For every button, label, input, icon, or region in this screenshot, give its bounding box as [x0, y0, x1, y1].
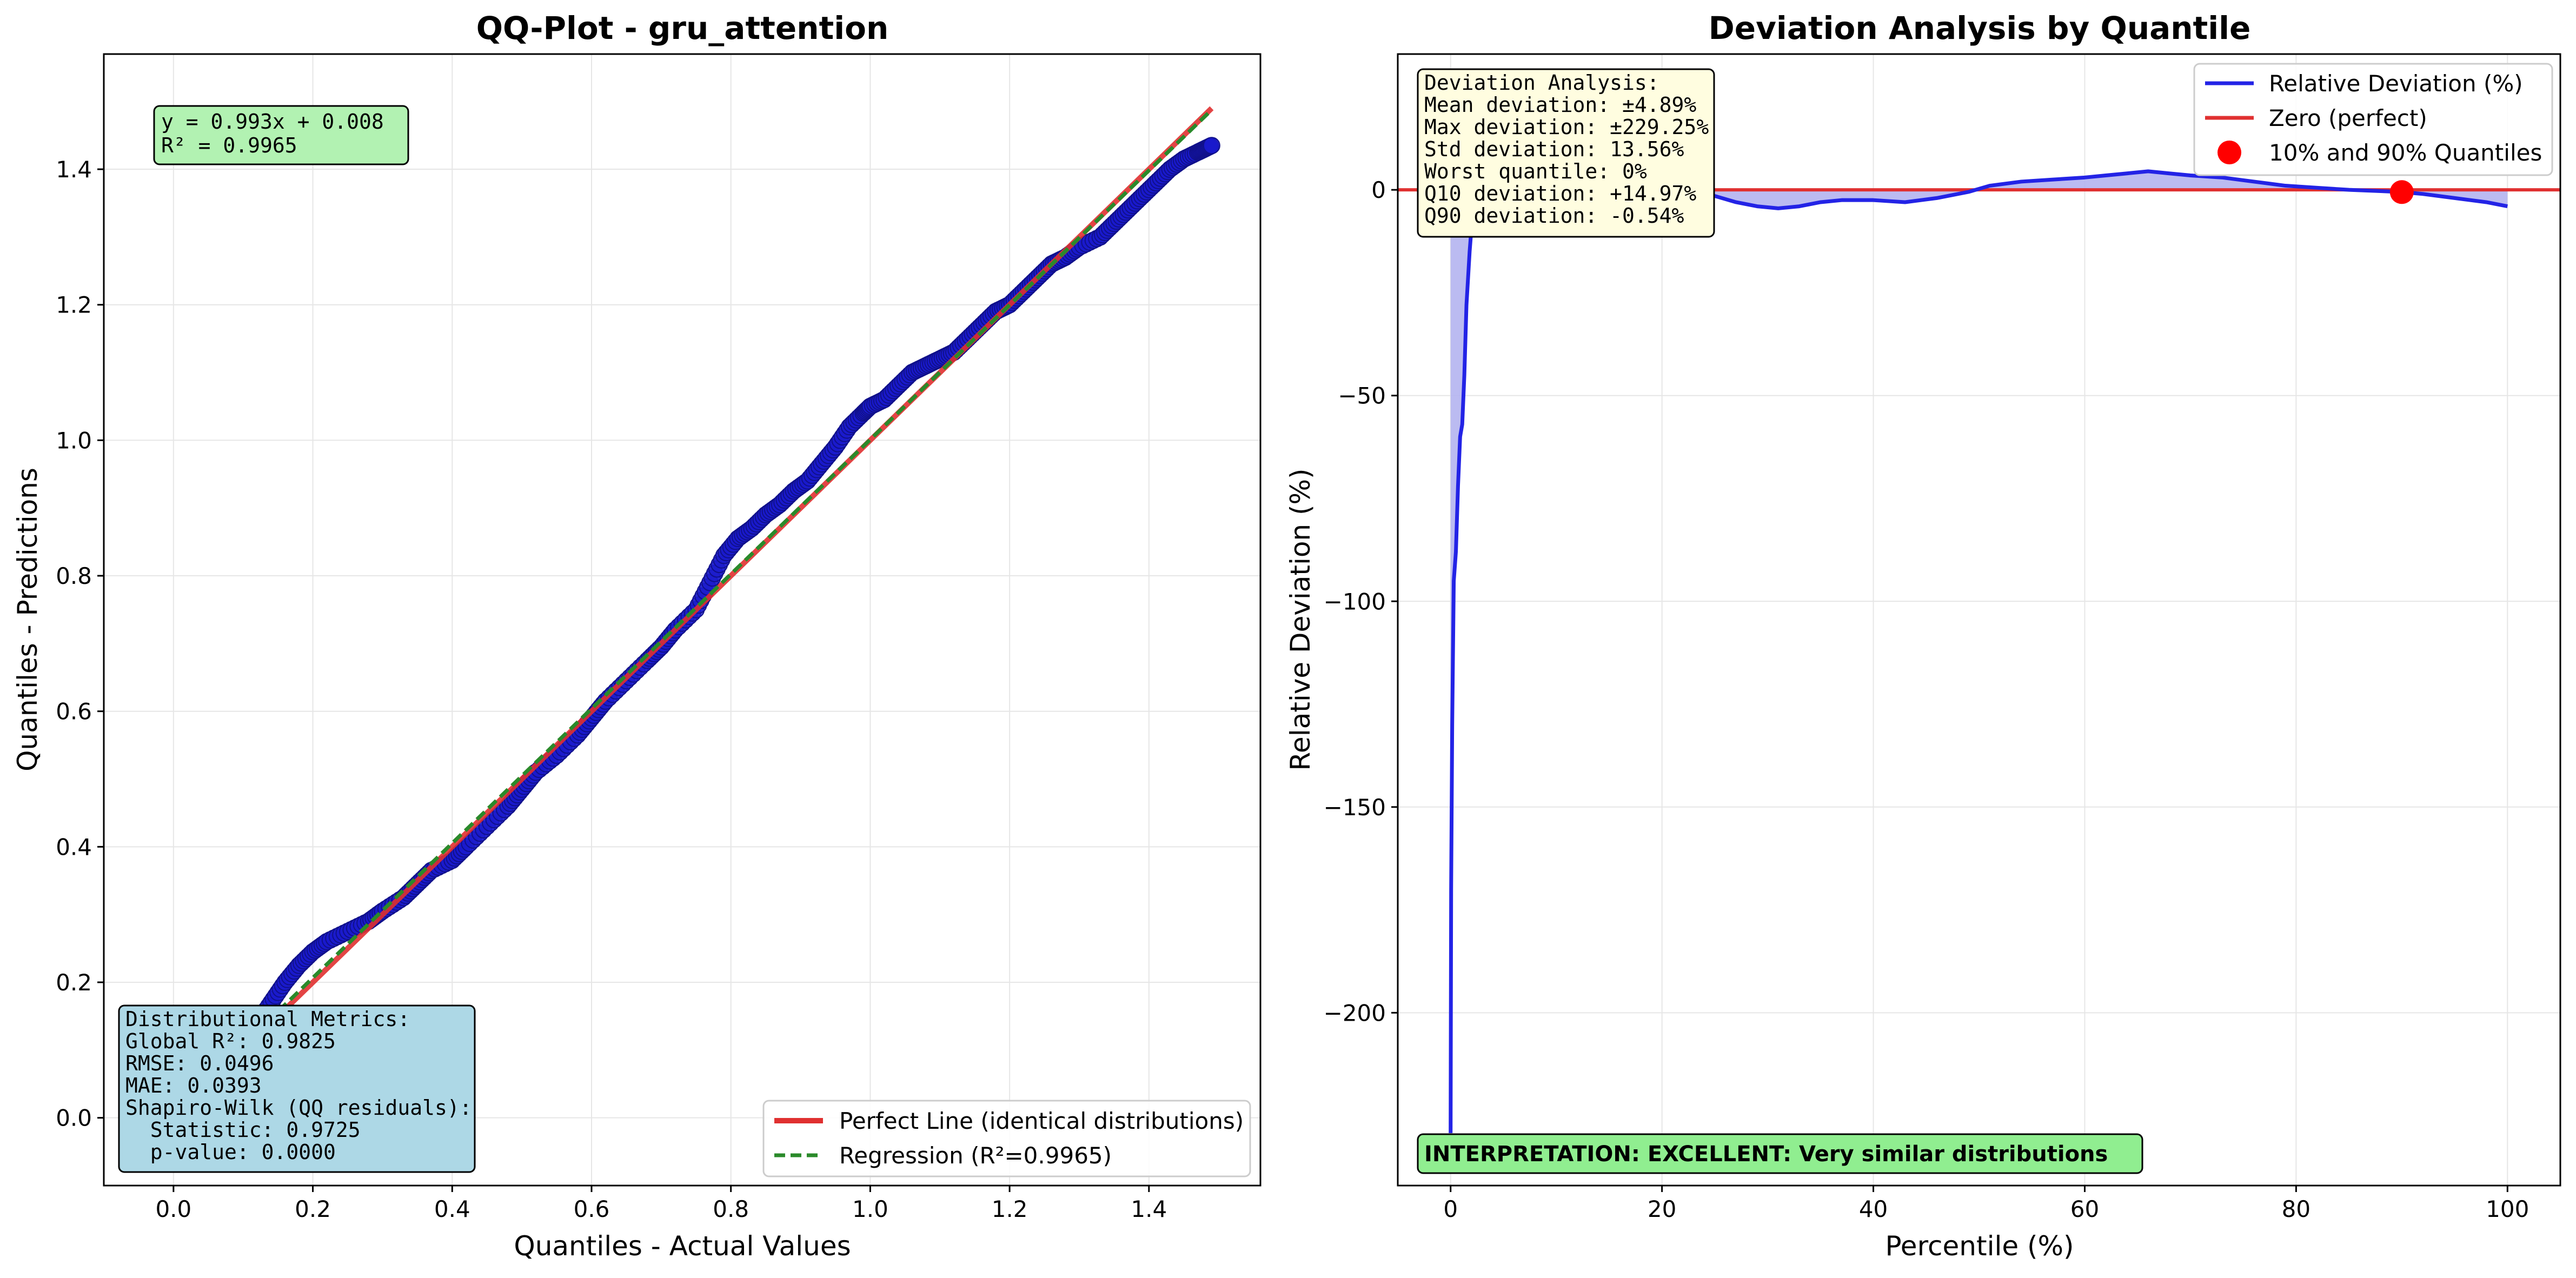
qq-plot-chart: QQ-Plot - gru_attention 0.0 0.2 0.4 0.6 0.8 1…	[12, 10, 1262, 1262]
y-tick-label: −200	[1324, 1000, 1386, 1026]
metrics-box: Distributional Metrics: Global R²: 0.982…	[118, 1004, 476, 1173]
qq-plot-grid	[104, 54, 1260, 1186]
interpretation-box: INTERPRETATION: EXCELLENT: Very similar …	[1417, 1133, 2143, 1174]
qq-plot-xlabel: Quantiles - Actual Values	[514, 1230, 851, 1262]
y-tick-label: 1.0	[56, 427, 92, 454]
y-tick-label: −50	[1338, 383, 1386, 409]
deviation-stats-line: Deviation Analysis:	[1424, 71, 1659, 95]
deviation-stats-line: Mean deviation: ±4.89%	[1424, 93, 1696, 117]
qq-plot-ticks: 0.0 0.2 0.4 0.6 0.8 1.0 1.2 1.4 0.0 0.2 0.4 0.6 0.8 1…	[56, 156, 1167, 1222]
x-tick-label: 1.4	[1131, 1196, 1167, 1222]
y-tick-label: −100	[1324, 588, 1386, 615]
metrics-line: RMSE: 0.0496	[125, 1051, 274, 1075]
deviation-legend-bg	[2193, 63, 2553, 176]
deviation-stats-line: Worst quantile: 0%	[1424, 159, 1647, 183]
qq-plot-legend: Perfect Line (identical distributions) R…	[762, 1100, 1251, 1177]
deviation-stats-line: Max deviation: ±229.25%	[1424, 115, 1709, 139]
interpretation-text: INTERPRETATION: EXCELLENT: Very similar …	[1424, 1142, 2108, 1167]
x-tick-label: 1.2	[992, 1196, 1028, 1222]
legend-label-quantiles: 10% and 90% Quantiles	[2269, 139, 2542, 166]
deviation-legend: Relative Deviation (%) Zero (perfect) 10…	[2193, 63, 2553, 176]
y-tick-label: 0.8	[56, 563, 92, 589]
metrics-line: Global R²: 0.9825	[125, 1029, 336, 1053]
x-tick-label: 0	[1443, 1196, 1458, 1222]
deviation-title: Deviation Analysis by Quantile	[1709, 10, 2251, 46]
qq-plot-ylabel: Quantiles - Predictions	[12, 468, 43, 771]
deviation-ylabel: Relative Deviation (%)	[1285, 468, 1316, 770]
deviation-xlabel: Percentile (%)	[1885, 1230, 2074, 1262]
x-tick-label: 100	[2486, 1196, 2529, 1222]
metrics-line: Distributional Metrics:	[125, 1007, 410, 1031]
deviation-stats-line: Q90 deviation: -0.54%	[1424, 204, 1684, 228]
x-tick-label: 0.4	[434, 1196, 470, 1222]
deviation-line	[1449, 97, 2508, 1133]
r2-line: R² = 0.9965	[161, 134, 297, 157]
qq-point	[1203, 137, 1220, 155]
legend-label-perfect-line: Perfect Line (identical distributions)	[839, 1108, 1244, 1134]
y-tick-label: −150	[1324, 794, 1386, 821]
y-tick-label: 1.4	[56, 156, 92, 183]
x-tick-label: 80	[2282, 1196, 2311, 1222]
metrics-line: Statistic: 0.9725	[125, 1118, 361, 1142]
deviation-stats-line: Std deviation: 13.56%	[1424, 137, 1684, 161]
qq-plot-legend-bg	[762, 1100, 1251, 1177]
deviation-chart: Deviation Analysis by Quantile 0 20 40 60 80…	[1285, 10, 2561, 1262]
qq-plot-title: QQ-Plot - gru_attention	[476, 10, 889, 46]
x-tick-label: 40	[1859, 1196, 1888, 1222]
x-tick-label: 0.0	[155, 1196, 191, 1222]
y-tick-label: 0.0	[56, 1105, 92, 1131]
y-tick-label: 0	[1371, 177, 1386, 203]
interpretation-box-bg	[1417, 1133, 2143, 1174]
equation-line: y = 0.993x + 0.008	[161, 110, 384, 134]
y-tick-label: 1.2	[56, 292, 92, 318]
regression-line	[172, 108, 1213, 1114]
legend-label-relative-deviation: Relative Deviation (%)	[2269, 70, 2523, 97]
x-tick-label: 0.6	[574, 1196, 610, 1222]
metrics-box-bg	[118, 1004, 476, 1173]
deviation-stats-box: Deviation Analysis: Mean deviation: ±4.8…	[1417, 68, 1715, 238]
y-tick-label: 0.2	[56, 969, 92, 996]
y-tick-label: 0.4	[56, 834, 92, 860]
x-tick-label: 20	[1648, 1196, 1676, 1222]
legend-label-zero: Zero (perfect)	[2269, 105, 2427, 131]
metrics-line: Shapiro-Wilk (QQ residuals):	[125, 1096, 472, 1120]
deviation-stats-line: Q10 deviation: +14.97%	[1424, 182, 1696, 205]
metrics-line: MAE: 0.0393	[125, 1074, 262, 1097]
equation-box-bg	[153, 105, 409, 165]
y-tick-label: 0.6	[56, 698, 92, 725]
deviation-stats-box-bg	[1417, 68, 1715, 238]
legend-label-regression: Regression (R²=0.9965)	[839, 1142, 1112, 1169]
quantile-marker	[2389, 180, 2414, 204]
equation-box: y = 0.993x + 0.008 R² = 0.9965	[153, 105, 409, 165]
x-tick-label: 0.8	[713, 1196, 749, 1222]
deviation-ticks: 0 20 40 60 80 100 −200 −150 −100 −50 0	[1324, 177, 2529, 1222]
metrics-line: p-value: 0.0000	[125, 1140, 336, 1164]
x-tick-label: 60	[2070, 1196, 2099, 1222]
deviation-frame	[1397, 53, 2561, 1187]
qq-plot-frame	[103, 53, 1262, 1187]
x-tick-label: 0.2	[295, 1196, 331, 1222]
x-tick-label: 1.0	[852, 1196, 888, 1222]
legend-swatch-quantiles	[2218, 141, 2241, 164]
